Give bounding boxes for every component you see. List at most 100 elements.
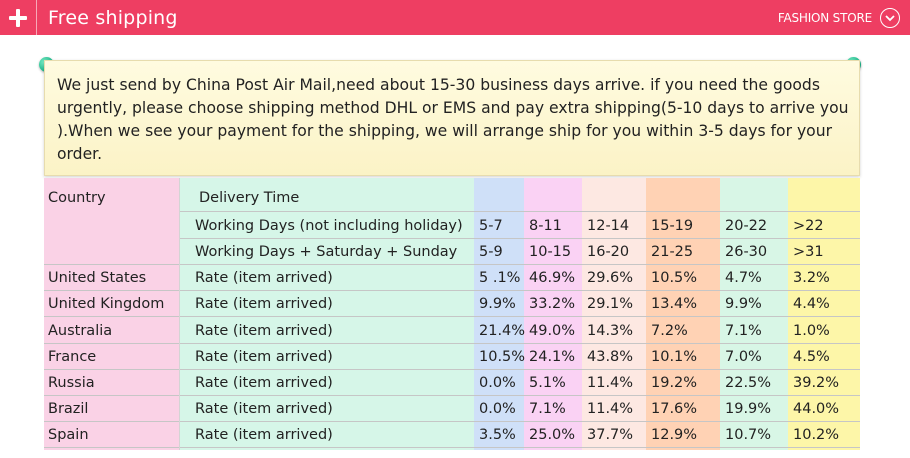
rate-value: 39.2% xyxy=(793,375,840,391)
rate-value: 9.9% xyxy=(725,296,762,312)
rate-value: 43.8% xyxy=(587,349,634,365)
rate-value: 3.5% xyxy=(479,427,516,443)
row-divider xyxy=(44,369,860,370)
rate-value: 10.2% xyxy=(793,427,840,443)
rate-value: 3.2% xyxy=(793,270,830,286)
country-name: United Kingdom xyxy=(48,296,165,312)
rate-value: 11.4% xyxy=(587,375,634,391)
total-days-value: 10-15 xyxy=(529,244,572,260)
shipping-note-text: We just send by China Post Air Mail,need… xyxy=(57,76,849,163)
rate-value: 4.4% xyxy=(793,296,830,312)
rate-value: 10.5% xyxy=(479,349,526,365)
rate-value: 13.4% xyxy=(651,296,698,312)
value-column xyxy=(720,178,788,450)
plus-icon xyxy=(9,8,27,27)
add-button[interactable] xyxy=(0,0,37,35)
row-divider xyxy=(44,421,860,422)
rate-value: 9.9% xyxy=(479,296,516,312)
rate-value: 0.0% xyxy=(479,375,516,391)
shipping-note: We just send by China Post Air Mail,need… xyxy=(44,60,860,176)
row-divider xyxy=(179,238,860,239)
rate-value: 21.4% xyxy=(479,323,526,339)
header-bar: Free shipping FASHION STORE xyxy=(0,0,910,35)
row-divider xyxy=(44,290,860,291)
working-days-value: 5-7 xyxy=(479,218,503,234)
value-column xyxy=(788,178,860,450)
delivery-rate-table: Country Delivery Time Working Days (not in… xyxy=(44,178,860,450)
rate-value: 0.0% xyxy=(479,401,516,417)
rate-value: 14.3% xyxy=(587,323,634,339)
rate-label: Rate (item arrived) xyxy=(195,349,333,365)
working-days-value: 12-14 xyxy=(587,218,630,234)
total-days-value: >31 xyxy=(793,244,824,260)
rate-value: 24.1% xyxy=(529,349,576,365)
rate-value: 25.0% xyxy=(529,427,576,443)
value-column xyxy=(582,178,646,450)
value-column xyxy=(646,178,720,450)
rate-value: 7.2% xyxy=(651,323,688,339)
rate-value: 37.7% xyxy=(587,427,634,443)
rate-value: 5 .1% xyxy=(479,270,521,286)
total-days-value: 16-20 xyxy=(587,244,630,260)
rate-label: Rate (item arrived) xyxy=(195,375,333,391)
rate-value: 33.2% xyxy=(529,296,576,312)
rate-label: Rate (item arrived) xyxy=(195,296,333,312)
row-divider xyxy=(44,447,860,448)
working-days-value: 8-11 xyxy=(529,218,562,234)
rate-label: Rate (item arrived) xyxy=(195,427,333,443)
row-divider xyxy=(44,264,860,265)
rate-value: 7.1% xyxy=(529,401,566,417)
total-days-value: 21-25 xyxy=(651,244,694,260)
rate-value: 46.9% xyxy=(529,270,576,286)
value-column xyxy=(474,178,524,450)
rate-value: 11.4% xyxy=(587,401,634,417)
store-name: FASHION STORE xyxy=(777,10,872,25)
working-days-label: Working Days (not including holiday) xyxy=(195,218,463,234)
working-days-value: 15-19 xyxy=(651,218,694,234)
working-days-value: 20-22 xyxy=(725,218,768,234)
rate-value: 49.0% xyxy=(529,323,576,339)
country-name: Australia xyxy=(48,323,113,339)
rate-value: 4.7% xyxy=(725,270,762,286)
rate-label: Rate (item arrived) xyxy=(195,401,333,417)
store-menu[interactable]: FASHION STORE xyxy=(778,0,900,35)
country-name: Brazil xyxy=(48,401,89,417)
rate-label: Rate (item arrived) xyxy=(195,323,333,339)
rate-value: 7.0% xyxy=(725,349,762,365)
rate-value: 19.9% xyxy=(725,401,772,417)
country-name: France xyxy=(48,349,97,365)
chevron-down-icon xyxy=(880,7,900,28)
rate-value: 29.6% xyxy=(587,270,634,286)
label-column xyxy=(179,178,474,450)
rate-value: 19.2% xyxy=(651,375,698,391)
rate-value: 44.0% xyxy=(793,401,840,417)
rate-value: 10.5% xyxy=(651,270,698,286)
row-divider xyxy=(44,316,860,317)
total-days-label: Working Days + Saturday + Sunday xyxy=(195,244,458,260)
country-name: Spain xyxy=(48,427,89,443)
rate-value: 17.6% xyxy=(651,401,698,417)
rate-value: 5.1% xyxy=(529,375,566,391)
country-name: Russia xyxy=(48,375,95,391)
value-column xyxy=(524,178,582,450)
country-header: Country xyxy=(48,190,106,206)
row-divider xyxy=(44,343,860,344)
rate-value: 7.1% xyxy=(725,323,762,339)
rate-value: 10.1% xyxy=(651,349,698,365)
row-divider xyxy=(44,395,860,396)
rate-value: 29.1% xyxy=(587,296,634,312)
total-days-value: 5-9 xyxy=(479,244,503,260)
rate-value: 22.5% xyxy=(725,375,772,391)
rate-value: 1.0% xyxy=(793,323,830,339)
delivery-time-header: Delivery Time xyxy=(199,190,300,206)
column-divider xyxy=(179,178,180,450)
total-days-value: 26-30 xyxy=(725,244,768,260)
rate-value: 10.7% xyxy=(725,427,772,443)
rate-value: 12.9% xyxy=(651,427,698,443)
rate-label: Rate (item arrived) xyxy=(195,270,333,286)
page-title: Free shipping xyxy=(48,6,178,29)
country-column xyxy=(44,178,179,450)
row-divider xyxy=(179,211,860,212)
rate-value: 4.5% xyxy=(793,349,830,365)
working-days-value: >22 xyxy=(793,218,824,234)
